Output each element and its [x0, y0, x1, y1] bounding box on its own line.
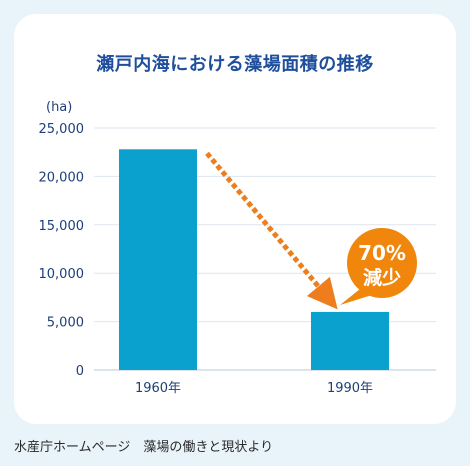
badge-tail — [340, 289, 372, 305]
bar — [119, 149, 197, 370]
bar — [311, 311, 389, 370]
decrease-arrow — [205, 151, 338, 310]
y-axis-unit: (ha) — [46, 100, 73, 115]
reduction-label: 減少 — [363, 266, 401, 289]
y-tick-label: 15,000 — [39, 219, 85, 234]
y-tick-label: 5,000 — [47, 316, 84, 331]
x-tick-label: 1990年 — [327, 381, 373, 396]
y-tick-label: 0 — [76, 364, 84, 379]
reduction-annotation: 70%減少 — [205, 151, 417, 310]
y-tick-label: 20,000 — [39, 170, 85, 185]
source-caption: 水産庁ホームページ 藻場の働きと現状より — [14, 440, 274, 455]
reduction-badge — [347, 228, 417, 298]
x-tick-label: 1960年 — [135, 381, 181, 396]
chart-title: 瀬戸内海における藻場面積の推移 — [96, 54, 374, 75]
y-tick-label: 10,000 — [39, 267, 85, 282]
reduction-percent: 70% — [358, 241, 406, 265]
x-tick-labels: 1960年 1990年 — [135, 381, 373, 396]
y-tick-labels: 0 5,000 10,000 15,000 20,000 25,000 — [39, 122, 85, 379]
bars — [119, 149, 389, 370]
y-tick-label: 25,000 — [39, 122, 85, 137]
